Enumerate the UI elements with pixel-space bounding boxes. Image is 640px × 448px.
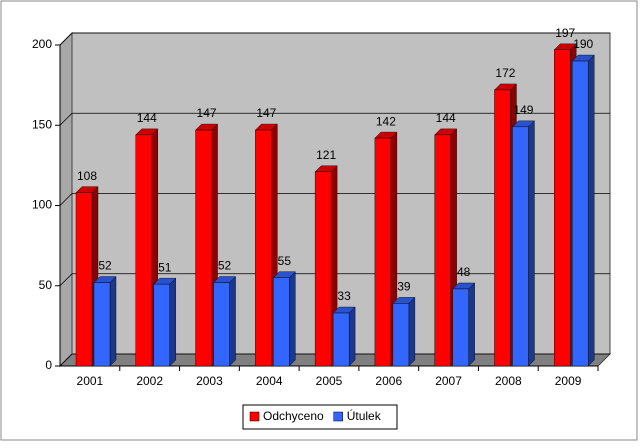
value-label: 121 xyxy=(316,148,336,162)
grid-line-side xyxy=(59,193,73,206)
y-tick-label: 100 xyxy=(32,198,52,212)
y-tick-label: 200 xyxy=(32,37,52,51)
value-label: 190 xyxy=(573,37,593,51)
bar xyxy=(374,137,392,367)
x-tick-label: 2003 xyxy=(196,374,223,388)
value-label: 197 xyxy=(555,26,575,40)
bar xyxy=(572,60,589,367)
legend-swatch xyxy=(249,411,260,422)
x-tick-label: 2009 xyxy=(555,374,582,388)
value-label: 52 xyxy=(218,259,232,273)
grid-line-side xyxy=(59,32,73,46)
value-label: 52 xyxy=(98,259,112,273)
value-label: 172 xyxy=(495,66,515,80)
legend-label: Odchyceno xyxy=(263,409,324,423)
legend-label: Útulek xyxy=(347,408,382,423)
x-tick-label: 2002 xyxy=(136,374,163,388)
grid-line-side xyxy=(59,112,73,126)
bar xyxy=(512,126,529,367)
x-tick-label: 2006 xyxy=(375,374,402,388)
bar xyxy=(452,288,469,367)
bar xyxy=(494,89,511,367)
bar xyxy=(273,277,290,367)
value-label: 147 xyxy=(197,106,217,120)
bar xyxy=(153,283,170,367)
value-label: 144 xyxy=(137,111,157,125)
value-label: 108 xyxy=(77,169,97,183)
bar xyxy=(195,129,212,367)
x-tick-label: 2008 xyxy=(495,374,522,388)
value-label: 48 xyxy=(457,265,471,279)
value-label: 39 xyxy=(397,280,411,294)
bar xyxy=(135,134,152,367)
bar-side xyxy=(169,277,176,367)
bar xyxy=(554,49,571,367)
bar xyxy=(392,303,410,367)
bar xyxy=(314,171,332,367)
legend-swatch xyxy=(333,411,343,422)
y-tick-label: 150 xyxy=(32,117,52,131)
y-tick-label: 50 xyxy=(39,278,53,292)
bar xyxy=(332,312,350,367)
value-label: 33 xyxy=(337,289,351,303)
grid-line-side xyxy=(59,273,73,287)
legend xyxy=(242,404,398,430)
value-label: 51 xyxy=(158,260,172,274)
bar-side xyxy=(109,276,117,367)
bar-side xyxy=(588,54,595,367)
x-tick-label: 2005 xyxy=(316,374,343,388)
bar-side xyxy=(229,276,236,367)
bar xyxy=(93,282,111,367)
bar xyxy=(255,129,272,367)
bar xyxy=(75,192,93,367)
bar-side xyxy=(289,271,296,367)
value-label: 149 xyxy=(513,103,533,117)
grid-line-side xyxy=(59,353,73,367)
value-label: 147 xyxy=(256,106,276,120)
bar xyxy=(434,134,451,367)
bar xyxy=(213,282,230,367)
value-label: 144 xyxy=(436,111,456,125)
bar-side xyxy=(528,120,535,367)
bar-side xyxy=(408,296,416,367)
value-label: 55 xyxy=(278,254,292,268)
x-tick-label: 2007 xyxy=(435,374,462,388)
bar-side xyxy=(468,282,475,367)
x-tick-label: 2001 xyxy=(77,374,104,388)
y-tick-label: 0 xyxy=(45,358,52,372)
bar-side xyxy=(348,306,356,367)
value-label: 142 xyxy=(376,114,396,128)
x-tick-label: 2004 xyxy=(256,374,283,388)
